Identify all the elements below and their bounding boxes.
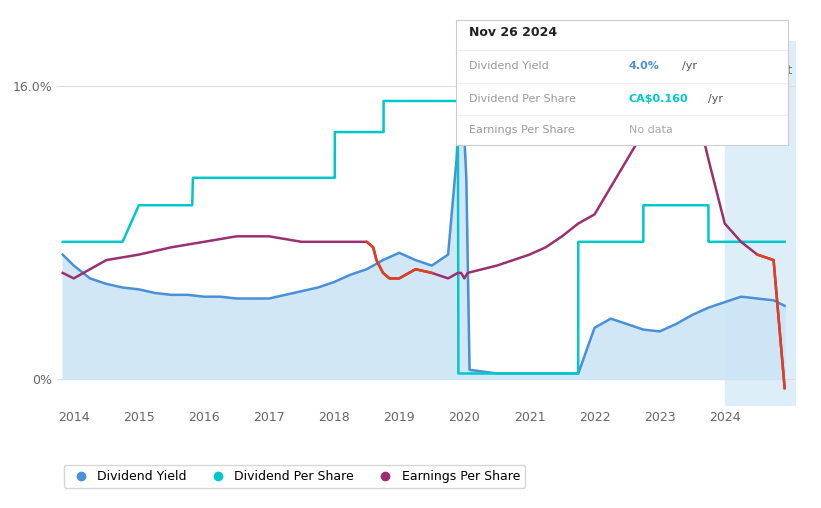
Text: 4.0%: 4.0%: [629, 61, 659, 71]
Text: CA$0.160: CA$0.160: [629, 94, 688, 104]
Text: Dividend Per Share: Dividend Per Share: [469, 94, 576, 104]
Legend: Dividend Yield, Dividend Per Share, Earnings Per Share: Dividend Yield, Dividend Per Share, Earn…: [64, 465, 525, 488]
Text: Dividend Yield: Dividend Yield: [469, 61, 548, 71]
Text: Past: Past: [767, 65, 793, 77]
Text: No data: No data: [629, 125, 672, 135]
Bar: [725, 41, 796, 406]
Text: /yr: /yr: [681, 61, 697, 71]
Text: Nov 26 2024: Nov 26 2024: [469, 26, 557, 39]
Text: Earnings Per Share: Earnings Per Share: [469, 125, 575, 135]
Text: /yr: /yr: [709, 94, 723, 104]
